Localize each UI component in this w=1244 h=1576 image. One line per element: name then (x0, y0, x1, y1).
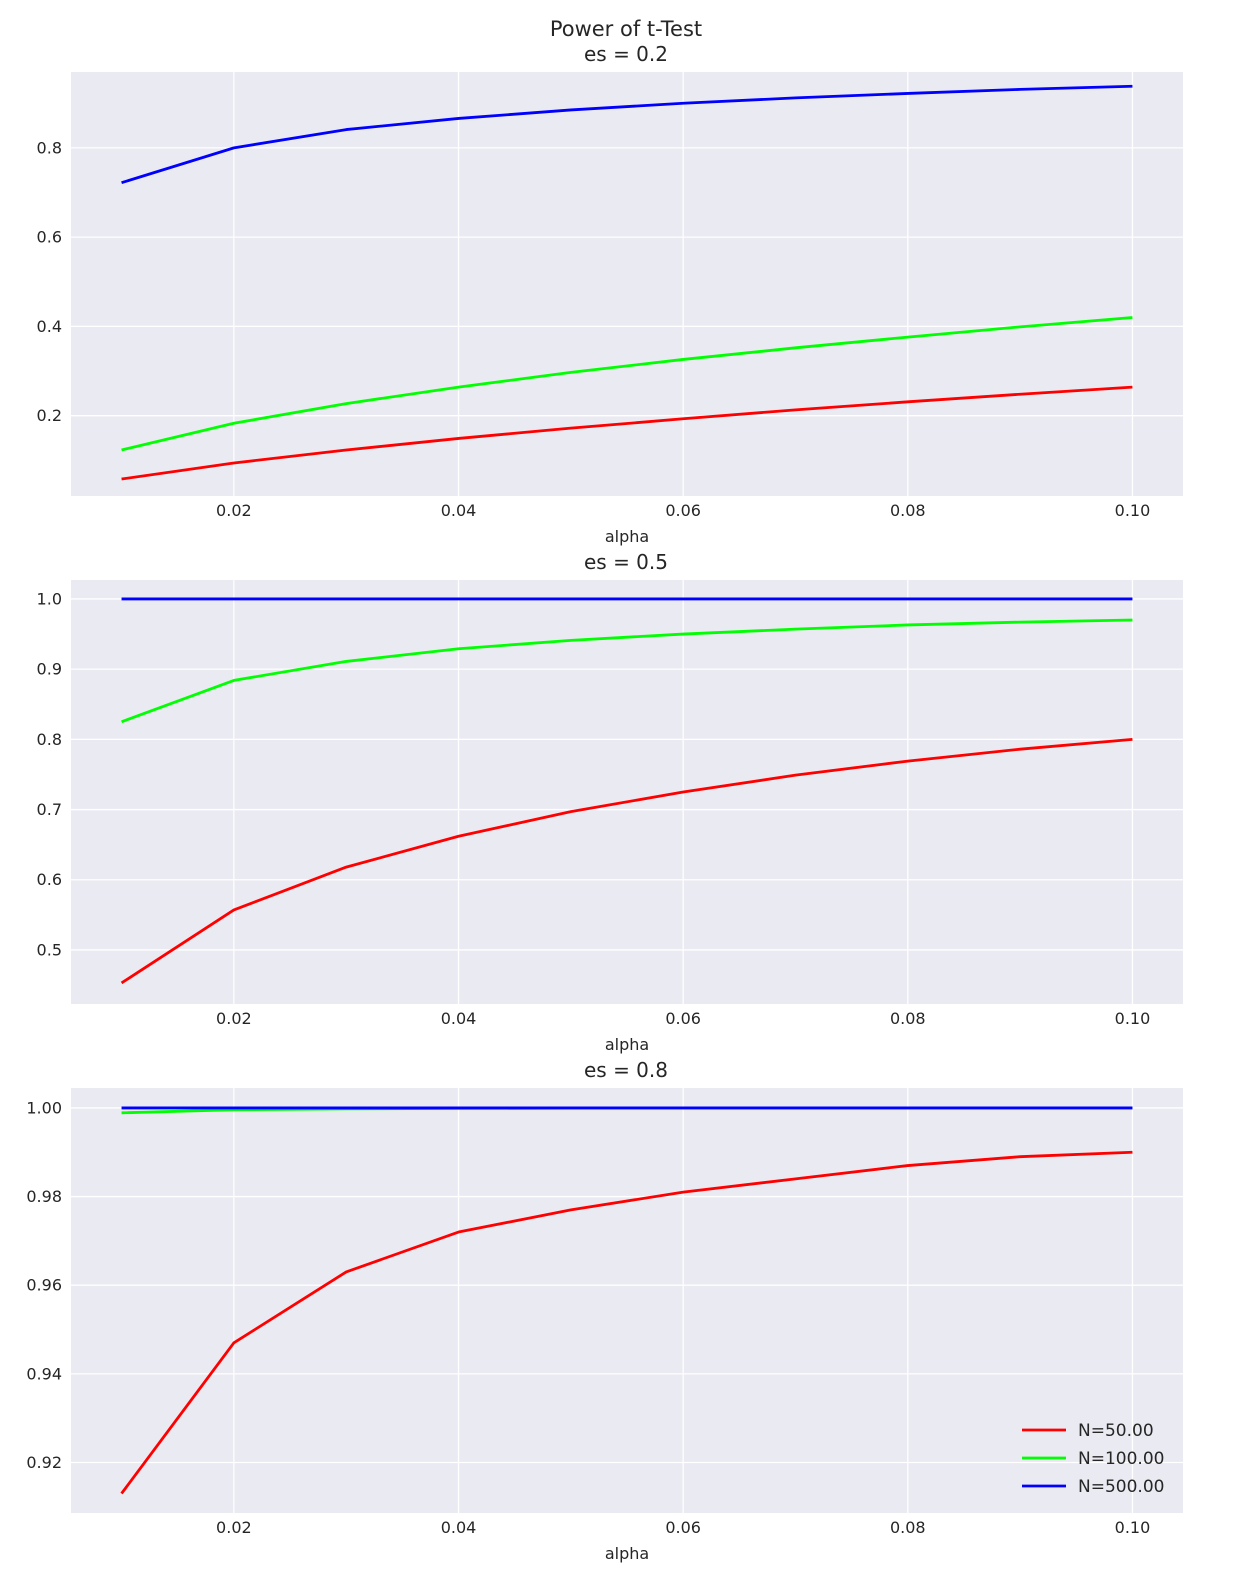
y-tick-label: 0.6 (37, 870, 62, 889)
x-tick-label: 0.06 (665, 1009, 701, 1028)
x-tick-label: 0.10 (1115, 1009, 1151, 1028)
y-tick-label: 0.2 (37, 406, 62, 425)
series-line-n-50-00 (120, 737, 1133, 985)
y-tick-label: 0.5 (37, 940, 62, 959)
x-axis-label: alpha (605, 1035, 649, 1054)
panel-title: es = 0.2 (584, 42, 668, 66)
series-line-n-100-00 (121, 618, 1133, 724)
series-line-n-500-00 (121, 84, 1133, 185)
panel-title: es = 0.5 (584, 550, 668, 574)
y-tick-label: 0.98 (26, 1187, 62, 1206)
legend: N=50.00 N=100.00 N=500.00 (1022, 1421, 1164, 1497)
panel-2: 0.02 0.04 0.06 0.08 0.10 0.5 0.6 0.7 0.8 0.9 1.0 al… (37, 550, 1183, 1054)
x-tick-label: 0.04 (441, 1518, 477, 1537)
x-axis-label: alpha (605, 1544, 649, 1563)
x-tick-label: 0.04 (441, 501, 477, 520)
y-tick-label: 0.8 (37, 730, 62, 749)
y-tick-label: 0.94 (26, 1364, 62, 1383)
x-tick-label: 0.08 (890, 501, 926, 520)
y-tick-label: 1.00 (26, 1098, 62, 1117)
x-tick-label: 0.02 (216, 501, 252, 520)
chart-title: Power of t-Test (550, 17, 702, 41)
panel-3: 0.02 0.04 0.06 0.08 0.10 0.92 0.94 0.96 0.98 1.00… (26, 1058, 1183, 1563)
legend-label: N=100.00 (1078, 1449, 1164, 1469)
y-tick-label: 0.96 (26, 1276, 62, 1295)
x-tick-label: 0.10 (1115, 1518, 1151, 1537)
plot-area (71, 1088, 1183, 1513)
y-tick-label: 0.4 (37, 317, 62, 336)
x-tick-label: 0.02 (216, 1518, 252, 1537)
series-line-n-100-00 (121, 316, 1133, 452)
x-axis-label: alpha (605, 527, 649, 546)
x-tick-label: 0.04 (441, 1009, 477, 1028)
y-tick-label: 0.7 (37, 800, 62, 819)
series-line-n-50-00 (120, 1150, 1133, 1495)
legend-label: N=50.00 (1078, 1421, 1154, 1441)
y-tick-label: 0.92 (26, 1453, 62, 1472)
x-tick-label: 0.10 (1115, 501, 1151, 520)
y-tick-label: 0.9 (37, 660, 62, 679)
panel-title: es = 0.8 (584, 1058, 668, 1082)
x-tick-label: 0.06 (665, 501, 701, 520)
x-tick-label: 0.02 (216, 1009, 252, 1028)
legend-label: N=500.00 (1078, 1477, 1164, 1497)
x-tick-label: 0.08 (890, 1518, 926, 1537)
y-tick-label: 1.0 (37, 589, 62, 608)
y-tick-label: 0.6 (37, 228, 62, 247)
panel-1: 0.02 0.04 0.06 0.08 0.10 0.2 0.4 0.6 0.8 alpha es … (37, 42, 1183, 546)
plot-area (71, 72, 1183, 496)
x-tick-label: 0.06 (665, 1518, 701, 1537)
y-tick-label: 0.8 (37, 138, 62, 157)
plot-area (71, 580, 1183, 1004)
series-line-n-50-00 (121, 385, 1133, 481)
x-tick-label: 0.08 (890, 1009, 926, 1028)
